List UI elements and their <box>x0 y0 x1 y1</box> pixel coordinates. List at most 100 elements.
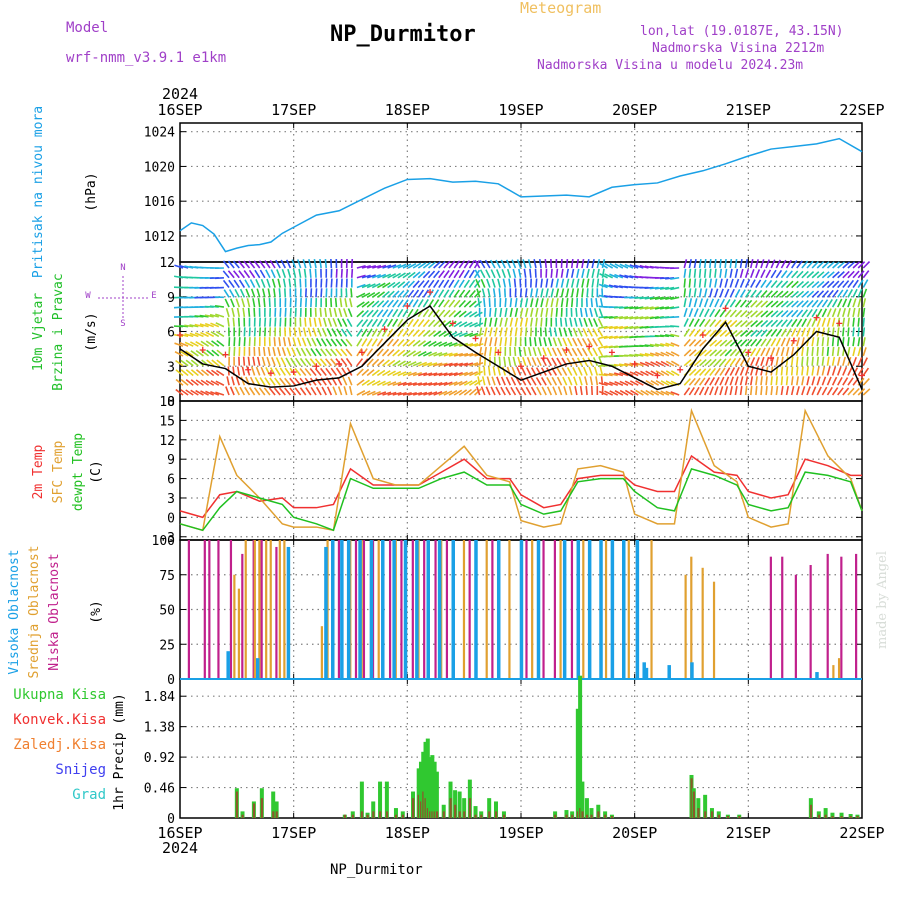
wind-arrow <box>709 358 717 367</box>
wind-arrow <box>458 389 468 396</box>
wind-arrow <box>347 308 353 318</box>
wind-arrow <box>760 259 765 269</box>
precip-total-bar <box>421 751 426 818</box>
temp-axis-label-1: 2m Temp <box>31 444 46 499</box>
gust-marker <box>790 337 797 344</box>
wind-arrow <box>279 377 286 386</box>
panel-frame <box>179 678 863 819</box>
precip-convective-bar <box>840 816 843 818</box>
wind-arrow <box>184 324 194 328</box>
wind-arrow <box>253 327 256 337</box>
wind-arrow <box>545 307 549 317</box>
wind-arrow <box>796 376 799 386</box>
wind-arrow <box>836 337 840 347</box>
wind-arrow <box>831 376 838 386</box>
wind-arrow <box>770 347 776 357</box>
wind-arrow <box>308 317 312 327</box>
wind-arrow <box>862 279 869 288</box>
gust-marker <box>608 349 615 356</box>
wind-arrow <box>862 270 870 279</box>
wind-arrow <box>650 390 660 396</box>
wind-arrow <box>683 298 687 308</box>
gust-marker <box>631 360 638 367</box>
wind-arrow <box>366 300 375 308</box>
wind-arrow <box>760 319 769 328</box>
wind-arrow <box>366 379 376 386</box>
wind-arrow <box>302 327 307 337</box>
gust-marker <box>381 326 388 333</box>
wind-arrow <box>699 358 707 367</box>
wind-arrow <box>498 356 501 366</box>
wind-arrow <box>525 386 532 396</box>
wind-arrow <box>280 357 287 367</box>
wind-arrow <box>755 289 763 298</box>
wind-arrow <box>842 356 846 366</box>
wind-arrow <box>567 337 573 347</box>
wind-arrow <box>458 269 465 279</box>
wind-arrow <box>335 367 343 376</box>
wind-arrow <box>215 330 225 338</box>
wind-arrow <box>847 317 850 327</box>
wind-arrow <box>275 259 281 269</box>
gust-marker <box>404 303 411 310</box>
wind-arrow <box>448 389 458 396</box>
wind-arrow <box>347 376 353 386</box>
wind-arrow <box>739 339 748 347</box>
wind-arrow <box>231 376 235 386</box>
wind-arrow <box>433 270 440 279</box>
wind-arrow <box>821 290 830 298</box>
wind-arrow <box>289 387 297 396</box>
wind-arrow <box>302 259 307 269</box>
wind-arrow <box>714 358 722 367</box>
wind-arrow <box>857 317 860 327</box>
wind-arrow <box>826 308 832 318</box>
wind-arrow <box>209 313 219 318</box>
wind-arrow <box>199 323 209 328</box>
wind-arrow <box>709 298 715 308</box>
wind-arrow <box>852 327 855 337</box>
wind-arrow <box>552 386 558 396</box>
wind-arrow <box>448 381 458 386</box>
cloud-axis-label-3: Niska Oblacnost <box>47 553 62 670</box>
wind-arrow <box>443 331 453 338</box>
wind-arrow <box>785 366 789 376</box>
wind-arrow <box>397 318 404 328</box>
wind-arrow <box>489 327 493 337</box>
wind-arrow <box>477 376 481 386</box>
wind-arrow <box>785 270 793 279</box>
wind-arrow <box>714 319 722 328</box>
y-tick-label: 3 <box>167 360 175 375</box>
wind-arrow <box>654 306 664 310</box>
wind-arrow <box>459 352 469 357</box>
wind-arrow <box>729 258 733 269</box>
wind-arrow <box>335 338 343 347</box>
wind-arrow <box>699 349 707 357</box>
wind-arrow <box>330 348 338 357</box>
wind-arrow <box>448 269 455 279</box>
wind-arrow <box>659 296 670 301</box>
wind-arrow <box>356 301 365 308</box>
precip-convective-bar <box>435 811 439 818</box>
wind-arrow <box>811 318 817 327</box>
wind-arrow <box>232 260 240 269</box>
wind-arrow <box>546 386 553 396</box>
wind-arrow <box>791 318 798 328</box>
wind-arrow <box>356 310 365 318</box>
wind-arrow <box>244 279 251 288</box>
wind-arrow <box>577 327 583 337</box>
wind-arrow <box>739 268 744 278</box>
cloud-bar <box>437 540 442 679</box>
x-bottom-label: 20SEP <box>612 824 657 842</box>
wind-arrow <box>639 361 649 367</box>
wind-arrow <box>550 268 553 278</box>
wind-arrow <box>806 386 811 396</box>
wind-arrow <box>443 372 453 377</box>
wind-arrow <box>601 268 605 278</box>
wind-arrow <box>335 278 338 288</box>
wind-arrow <box>245 288 251 298</box>
wind-arrow <box>566 357 573 367</box>
wind-arrow <box>305 387 312 396</box>
precip-total-bar <box>830 812 835 818</box>
wind-arrow <box>247 356 251 366</box>
wind-arrow <box>565 298 569 308</box>
